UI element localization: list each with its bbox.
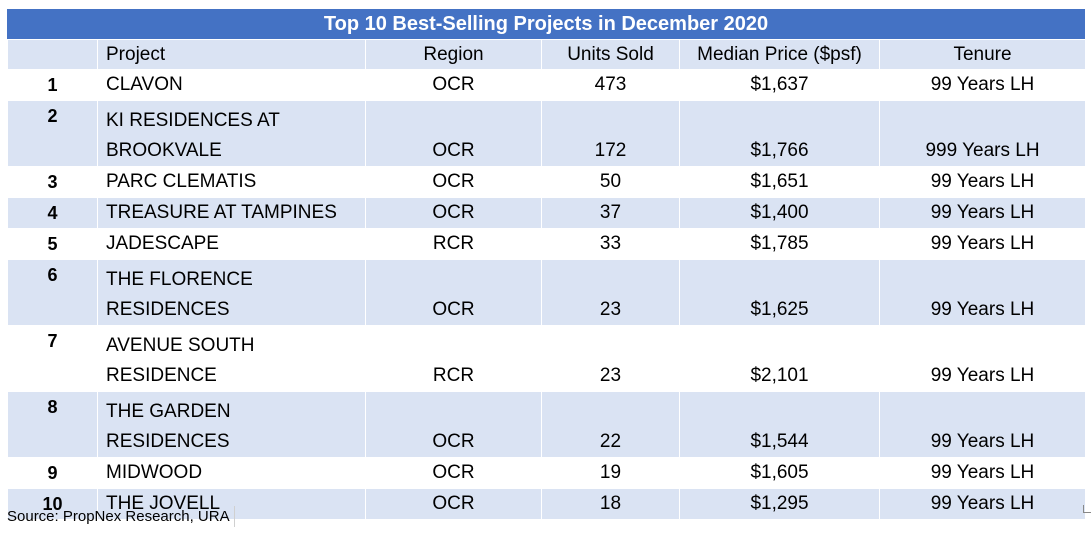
- header-region: Region: [365, 39, 542, 70]
- region-cell: OCR: [365, 457, 542, 489]
- region-cell: OCR: [365, 488, 542, 520]
- project-cell: PARC CLEMATIS: [97, 166, 366, 198]
- region-cell: OCR: [365, 100, 542, 167]
- project-cell: AVENUE SOUTH RESIDENCE: [97, 325, 366, 392]
- project-name-line1: CLAVON: [106, 74, 183, 95]
- tenure-cell: 99 Years LH: [879, 259, 1086, 326]
- region-cell: OCR: [365, 166, 542, 198]
- median-price-cell: $1,625: [679, 259, 880, 326]
- table-row: 10 THE JOVELL OCR 18 $1,295 99 Years LH: [7, 488, 1086, 520]
- rank-cell: 4: [7, 197, 98, 229]
- header-median-price: Median Price ($psf): [679, 39, 880, 70]
- units-sold-cell: 23: [541, 259, 680, 326]
- table-row: 9 MIDWOOD OCR 19 $1,605 99 Years LH: [7, 457, 1086, 489]
- table-row: 8 THE GARDEN RESIDENCES OCR 22 $1,544 99 Years…: [7, 391, 1086, 458]
- project-cell: TREASURE AT TAMPINES: [97, 197, 366, 229]
- project-cell: KI RESIDENCES AT BROOKVALE: [97, 100, 366, 167]
- units-sold-cell: 22: [541, 391, 680, 458]
- rank-cell: 10: [7, 488, 98, 520]
- project-name-line2: RESIDENCES: [106, 299, 230, 320]
- tenure-cell: 99 Years LH: [879, 228, 1086, 260]
- table-row: 3 PARC CLEMATIS OCR 50 $1,651 99 Years LH: [7, 166, 1086, 198]
- tenure-cell: 99 Years LH: [879, 457, 1086, 489]
- resize-handle[interactable]: [1083, 505, 1091, 513]
- header-row: Project Region Units Sold Median Price (…: [7, 39, 1086, 70]
- table-row: 6 THE FLORENCE RESIDENCES OCR 23 $1,625 99 Yea…: [7, 259, 1086, 326]
- median-price-cell: $1,766: [679, 100, 880, 167]
- units-sold-cell: 473: [541, 69, 680, 101]
- units-sold-cell: 19: [541, 457, 680, 489]
- median-price-cell: $1,544: [679, 391, 880, 458]
- region-cell: OCR: [365, 259, 542, 326]
- table-row: 4 TREASURE AT TAMPINES OCR 37 $1,400 99 Years…: [7, 197, 1086, 229]
- median-price-cell: $1,400: [679, 197, 880, 229]
- rank-cell: 3: [7, 166, 98, 198]
- header-tenure: Tenure: [879, 39, 1086, 70]
- table-row: 7 AVENUE SOUTH RESIDENCE RCR 23 $2,101 99 Year…: [7, 325, 1086, 392]
- median-price-cell: $1,295: [679, 488, 880, 520]
- tenure-cell: 99 Years LH: [879, 197, 1086, 229]
- project-name-line2: BROOKVALE: [106, 140, 222, 161]
- project-name-line1: THE JOVELL: [106, 493, 221, 514]
- header-project: Project: [97, 39, 366, 70]
- rank-cell: 8: [7, 391, 98, 458]
- project-name-line1: AVENUE SOUTH: [106, 335, 255, 356]
- median-price-cell: $1,651: [679, 166, 880, 198]
- project-name-line2: RESIDENCE: [106, 365, 217, 386]
- project-name-line1: KI RESIDENCES AT: [106, 110, 280, 131]
- tenure-cell: 99 Years LH: [879, 391, 1086, 458]
- rank-cell: 2: [7, 100, 98, 167]
- project-name-line1: THE GARDEN: [106, 401, 231, 422]
- units-sold-cell: 23: [541, 325, 680, 392]
- project-cell: JADESCAPE: [97, 228, 366, 260]
- median-price-cell: $1,605: [679, 457, 880, 489]
- project-name-line1: TREASURE AT TAMPINES: [106, 202, 337, 223]
- table-title: Top 10 Best-Selling Projects in December…: [7, 9, 1085, 39]
- project-name-line1: PARC CLEMATIS: [106, 171, 257, 192]
- region-cell: RCR: [365, 228, 542, 260]
- tenure-cell: 99 Years LH: [879, 166, 1086, 198]
- project-name-line1: THE FLORENCE: [106, 269, 253, 290]
- header-units-sold: Units Sold: [541, 39, 680, 70]
- median-price-cell: $2,101: [679, 325, 880, 392]
- tenure-cell: 99 Years LH: [879, 325, 1086, 392]
- units-sold-cell: 33: [541, 228, 680, 260]
- project-cell: MIDWOOD: [97, 457, 366, 489]
- region-cell: OCR: [365, 69, 542, 101]
- units-sold-cell: 50: [541, 166, 680, 198]
- region-cell: OCR: [365, 391, 542, 458]
- tenure-cell: 999 Years LH: [879, 100, 1086, 167]
- units-sold-cell: 172: [541, 100, 680, 167]
- units-sold-cell: 18: [541, 488, 680, 520]
- tenure-cell: 99 Years LH: [879, 69, 1086, 101]
- header-rank: [7, 39, 98, 70]
- project-cell: CLAVON: [97, 69, 366, 101]
- rank-cell: 6: [7, 259, 98, 326]
- tenure-cell: 99 Years LH: [879, 488, 1086, 520]
- rank-cell: 7: [7, 325, 98, 392]
- project-cell: THE FLORENCE RESIDENCES: [97, 259, 366, 326]
- units-sold-cell: 37: [541, 197, 680, 229]
- source-note: Source: PropNex Research, URA: [7, 506, 235, 527]
- median-price-cell: $1,785: [679, 228, 880, 260]
- projects-table: Project Region Units Sold Median Price (…: [7, 39, 1086, 520]
- sales-table: Top 10 Best-Selling Projects in December…: [7, 9, 1086, 520]
- region-cell: OCR: [365, 197, 542, 229]
- rank-cell: 9: [7, 457, 98, 489]
- table-row: 2 KI RESIDENCES AT BROOKVALE OCR 172 $1,766 99…: [7, 100, 1086, 167]
- median-price-cell: $1,637: [679, 69, 880, 101]
- project-name-line2: RESIDENCES: [106, 431, 230, 452]
- table-row: 5 JADESCAPE RCR 33 $1,785 99 Years LH: [7, 228, 1086, 260]
- rank-cell: 5: [7, 228, 98, 260]
- rank-cell: 1: [7, 69, 98, 101]
- table-row: 1 CLAVON OCR 473 $1,637 99 Years LH: [7, 69, 1086, 101]
- region-cell: RCR: [365, 325, 542, 392]
- project-cell: THE GARDEN RESIDENCES: [97, 391, 366, 458]
- project-name-line1: JADESCAPE: [106, 233, 219, 254]
- project-name-line1: MIDWOOD: [106, 462, 203, 483]
